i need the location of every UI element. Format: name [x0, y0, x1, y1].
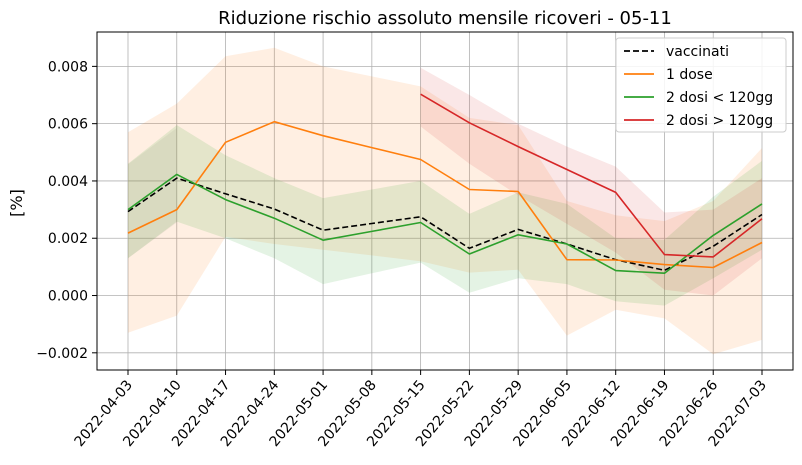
y-axis-label: [%]	[7, 189, 26, 217]
line-vaccinati	[127, 177, 763, 272]
legend-label: 1 dose	[666, 67, 713, 83]
legend: vaccinati 1 dose 2 dosi < 120gg 2 dosi > 12…	[615, 37, 787, 133]
y-tick-label: 0.004	[48, 174, 88, 190]
legend-label: vaccinati	[666, 44, 729, 60]
y-tick-label: 0.006	[48, 117, 88, 133]
y-tick-label: 0.002	[48, 231, 88, 247]
legend-label: 2 dosi < 120gg	[666, 90, 773, 106]
band-vaccinati	[128, 128, 177, 259]
legend-box	[615, 37, 787, 133]
line-1-dose	[127, 120, 763, 269]
series-lines	[127, 93, 763, 274]
line-2-dosi-120gg	[127, 173, 763, 274]
y-tick-label: 0.000	[48, 289, 88, 305]
y-tick-label: 0.008	[48, 59, 88, 75]
legend-label: 2 dosi > 120gg	[666, 113, 773, 129]
plot-frame	[96, 31, 794, 371]
y-tick-label: −0.002	[36, 346, 88, 362]
chart-title: Riduzione rischio assoluto mensile ricov…	[218, 8, 672, 29]
line-2-dosi-120gg	[420, 93, 763, 258]
